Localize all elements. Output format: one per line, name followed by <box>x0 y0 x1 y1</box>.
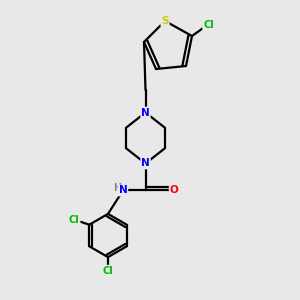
Text: O: O <box>169 185 178 196</box>
Text: Cl: Cl <box>69 215 80 225</box>
Text: N: N <box>118 185 127 196</box>
Text: N: N <box>141 158 150 169</box>
Text: H: H <box>113 183 122 193</box>
Text: N: N <box>141 107 150 118</box>
Text: Cl: Cl <box>103 266 113 276</box>
Text: S: S <box>161 16 169 26</box>
Text: Cl: Cl <box>203 20 214 31</box>
